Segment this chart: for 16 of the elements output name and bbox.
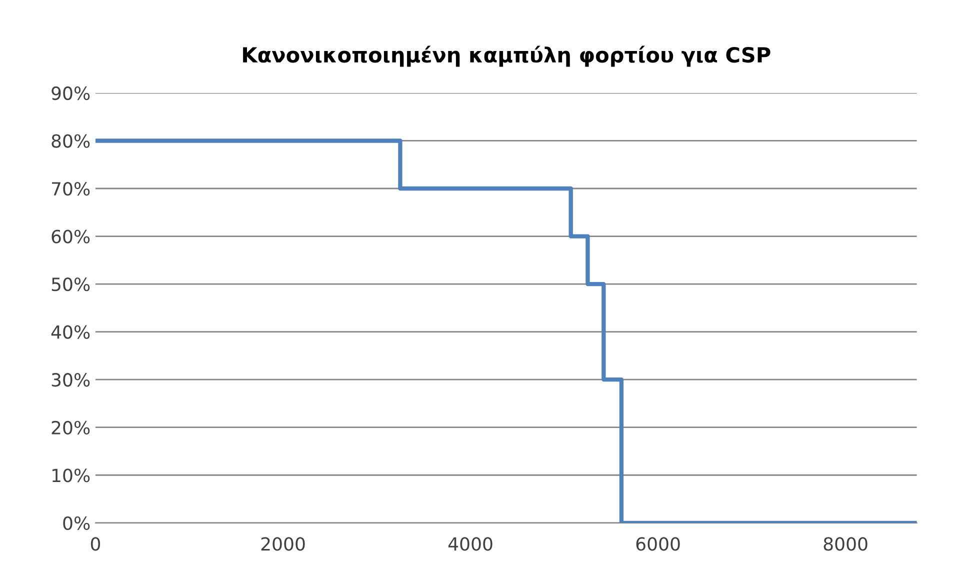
- x-tick-label: 0: [90, 537, 100, 551]
- chart-title: Κανονικοποιημένη καμπύλη φορτίου για CSP: [243, 46, 770, 67]
- y-tick-label: 20%: [52, 420, 90, 434]
- x-tick-label: 8000: [824, 537, 868, 551]
- y-tick-label: 50%: [52, 278, 90, 292]
- y-tick-label: 70%: [52, 182, 90, 196]
- y-tick-label: 60%: [52, 230, 90, 244]
- x-tick-label: 4000: [448, 537, 492, 551]
- y-tick-label: 10%: [52, 468, 90, 482]
- y-tick-label: 90%: [52, 86, 90, 100]
- x-tick-label: 6000: [636, 537, 680, 551]
- x-tick-label: 2000: [261, 537, 305, 551]
- y-tick-label: 0%: [63, 516, 90, 530]
- y-tick-label: 80%: [52, 134, 90, 148]
- y-tick-label: 30%: [52, 373, 90, 387]
- y-tick-label: 40%: [51, 325, 90, 339]
